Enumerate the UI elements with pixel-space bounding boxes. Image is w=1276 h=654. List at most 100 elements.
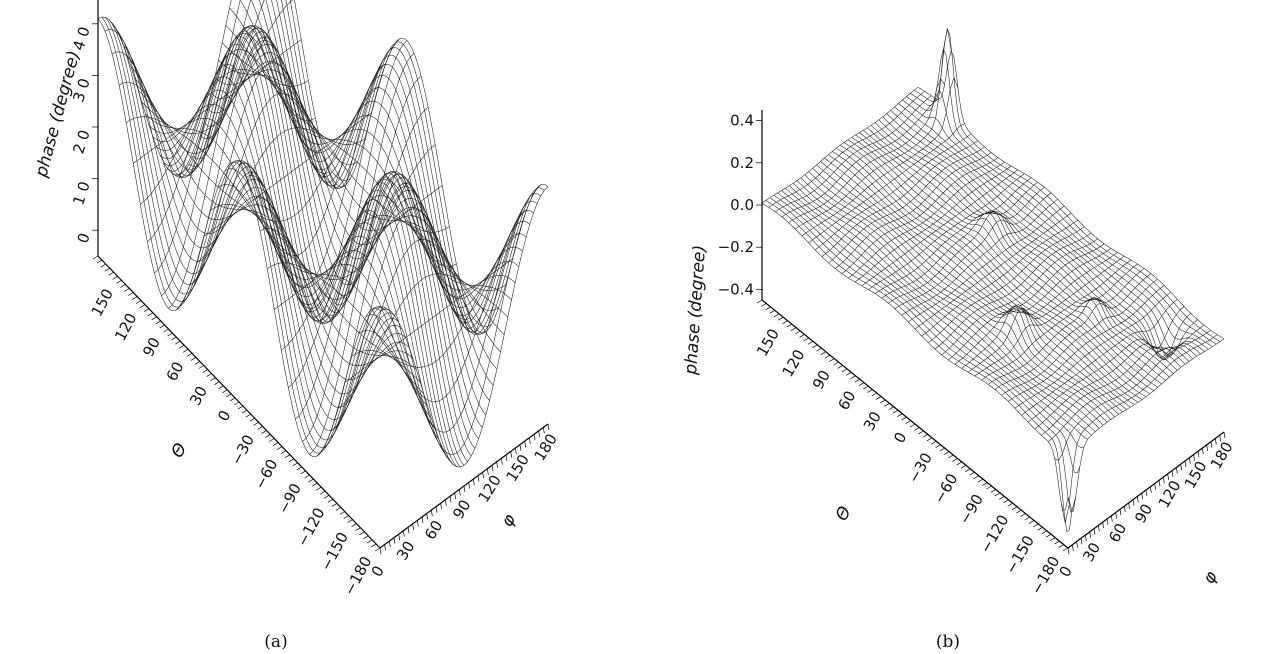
x-tick-label: −150 (1002, 532, 1038, 577)
x-minor-tick (374, 547, 381, 552)
mesh-line (841, 157, 998, 274)
mesh-line (267, 144, 436, 280)
x-tick-label: −180 (1027, 553, 1063, 598)
x-minor-tick (820, 351, 826, 355)
z-tick-label: −0.2 (718, 238, 754, 256)
y-minor-tick (1188, 457, 1191, 464)
x-minor-tick (296, 466, 302, 471)
x-minor-tick (846, 372, 852, 376)
y-minor-tick (1210, 441, 1213, 448)
mesh-line (994, 273, 1151, 390)
x-minor-tick (159, 324, 165, 329)
mesh-line (954, 248, 1112, 365)
x-minor-tick (347, 519, 353, 523)
x-minor-tick (892, 409, 899, 414)
y-minor-tick (1132, 499, 1135, 506)
y-minor-tick (402, 530, 405, 537)
x-minor-tick (202, 369, 208, 373)
mesh-line (265, 0, 527, 317)
y-minor-tick (1175, 467, 1178, 474)
x-minor-tick (795, 330, 801, 335)
mesh-line (97, 0, 232, 176)
mesh-line (1027, 306, 1185, 423)
x-minor-tick (292, 462, 298, 467)
x-minor-tick (884, 403, 890, 407)
y-minor-tick (1136, 496, 1139, 503)
y-minor-tick (514, 448, 517, 455)
x-minor-tick (131, 296, 138, 300)
mesh-line (271, 0, 530, 324)
x-minor-tick (901, 416, 907, 421)
x-minor-tick (359, 531, 365, 536)
x-minor-tick (245, 413, 251, 418)
x-minor-tick (952, 458, 958, 462)
x-tick-label: −60 (251, 456, 282, 492)
x-minor-tick (880, 399, 886, 404)
x-minor-tick (761, 303, 767, 307)
y-tick-label: 0 (368, 563, 388, 581)
mesh-line (1014, 291, 1171, 409)
y-minor-tick (1093, 528, 1096, 535)
x-minor-tick (147, 312, 154, 317)
x-minor-tick (288, 458, 295, 463)
y-minor-tick (1071, 544, 1074, 551)
y-minor-tick (1123, 506, 1126, 513)
y-minor-tick (1201, 448, 1204, 455)
y-minor-tick (519, 444, 522, 451)
y-minor-tick (1180, 464, 1183, 471)
mesh-line (910, 48, 1217, 345)
phase-surface-a (97, 0, 549, 468)
x-minor-tick (939, 447, 945, 452)
x-minor-tick (335, 507, 342, 511)
x-minor-tick (155, 320, 161, 325)
x-minor-tick (327, 499, 334, 503)
x-minor-tick (816, 347, 822, 352)
x-tick-label: 90 (809, 367, 834, 393)
panel-label-a: (a) (264, 632, 287, 652)
y-minor-tick (421, 516, 424, 524)
mesh-line (196, 127, 365, 263)
y-minor-tick (416, 520, 419, 527)
x-tick-label: 60 (163, 359, 188, 384)
x-minor-tick (249, 417, 255, 422)
x-minor-tick (331, 503, 338, 507)
x-minor-tick (229, 397, 236, 402)
mesh-line (116, 29, 399, 421)
phase-surface-b (761, 27, 1225, 533)
y-minor-tick (454, 492, 457, 499)
y-minor-tick (547, 423, 550, 431)
x-minor-tick (167, 332, 173, 337)
x-minor-tick (366, 539, 373, 544)
mesh-line (140, 69, 309, 205)
y-minor-tick (500, 458, 503, 465)
x-minor-tick (272, 442, 279, 446)
mesh-line (777, 192, 1084, 448)
x-minor-tick (863, 385, 869, 390)
y-minor-tick (533, 434, 536, 441)
y-axis-title-a: φ (497, 510, 520, 531)
y-minor-tick (486, 468, 489, 475)
x-tick-label: 150 (88, 286, 117, 320)
x-minor-tick (1054, 540, 1060, 545)
x-minor-tick (1058, 544, 1064, 548)
mesh-line (961, 252, 1118, 369)
z-tick-label: 0.0 (730, 196, 754, 214)
x-minor-tick (206, 373, 212, 377)
x-minor-tick (1007, 502, 1013, 507)
y-minor-tick (1141, 493, 1144, 500)
x-minor-tick (965, 468, 971, 473)
mesh-line (801, 76, 959, 237)
mesh-line (1041, 319, 1198, 436)
x-tick-label: 30 (186, 383, 211, 408)
panel-label-b: (b) (936, 632, 960, 652)
x-minor-tick (1011, 506, 1018, 510)
x-minor-tick (909, 423, 916, 428)
x-axis-title-b: Θ (832, 503, 856, 524)
mesh-line (981, 263, 1138, 381)
x-minor-tick (284, 454, 291, 459)
x-minor-tick (175, 340, 181, 345)
y-minor-tick (1193, 454, 1196, 461)
z-tick-label: 4 0 (69, 24, 93, 52)
z-tick-label: −0.4 (718, 280, 754, 298)
